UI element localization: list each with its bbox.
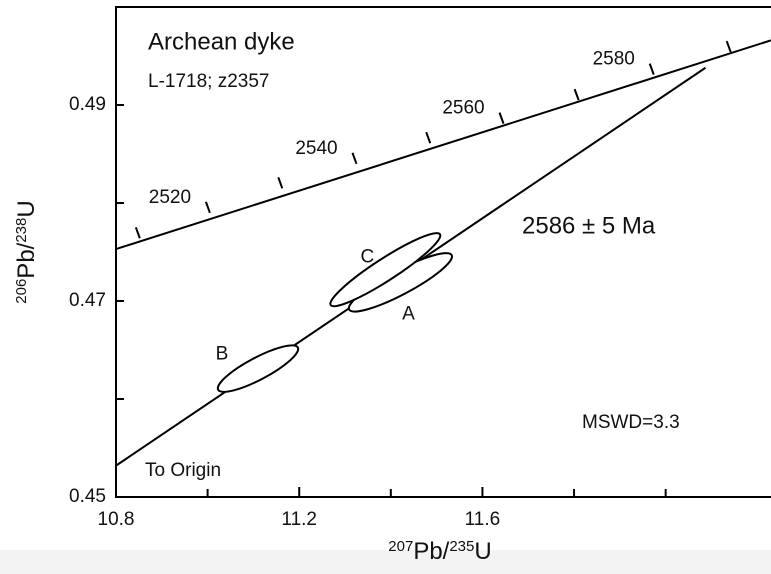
ellipse-label: B bbox=[216, 344, 229, 365]
concordia-curve bbox=[115, 39, 771, 251]
age-tick bbox=[204, 201, 211, 214]
y-label-part: 238 bbox=[13, 218, 30, 243]
age-label: 2580 bbox=[593, 49, 635, 70]
age-tick bbox=[573, 88, 580, 101]
y-tick-label: 0.49 bbox=[69, 94, 106, 115]
chart-subtitle: L-1718; z2357 bbox=[148, 71, 270, 92]
age-tick bbox=[648, 63, 655, 75]
x-axis-label: 207Pb/235U bbox=[388, 538, 491, 565]
x-label-part: Pb/ bbox=[413, 538, 449, 565]
x-tick-label: 11.2 bbox=[281, 509, 317, 530]
age-tick bbox=[134, 226, 141, 239]
age-tick bbox=[351, 152, 358, 165]
y-label-part: Pb/ bbox=[13, 242, 40, 278]
x-tick-label: 11.6 bbox=[465, 509, 501, 530]
y-axis-label: 206Pb/238U bbox=[13, 200, 40, 303]
age-label: 2540 bbox=[295, 138, 337, 159]
y-label-part: U bbox=[13, 200, 40, 217]
y-tick-label: 0.47 bbox=[69, 290, 106, 311]
plot-frame bbox=[115, 6, 771, 498]
ellipse-label: C bbox=[360, 247, 374, 268]
x-label-part: 207 bbox=[388, 538, 413, 555]
x-label-part: U bbox=[474, 538, 491, 565]
age-tick bbox=[425, 131, 432, 144]
x-tick-label: 10.8 bbox=[98, 509, 135, 530]
age-label: 2520 bbox=[149, 187, 191, 208]
x-label-part: 235 bbox=[449, 538, 474, 555]
y-label-part: 206 bbox=[13, 279, 30, 304]
footer-strip bbox=[0, 550, 771, 574]
y-tick-label: 0.45 bbox=[69, 486, 106, 507]
origin-annotation: To Origin bbox=[145, 460, 221, 481]
mswd-annotation: MSWD=3.3 bbox=[582, 412, 680, 433]
age-annotation: 2586 ± 5 Ma bbox=[522, 212, 656, 239]
age-tick bbox=[277, 176, 284, 189]
error-ellipse bbox=[329, 232, 442, 308]
chart-title: Archean dyke bbox=[148, 28, 295, 55]
age-label: 2560 bbox=[442, 98, 484, 119]
ellipse-label: A bbox=[402, 303, 415, 324]
error-ellipse bbox=[216, 344, 300, 393]
age-tick bbox=[725, 40, 732, 53]
age-tick bbox=[498, 112, 505, 124]
